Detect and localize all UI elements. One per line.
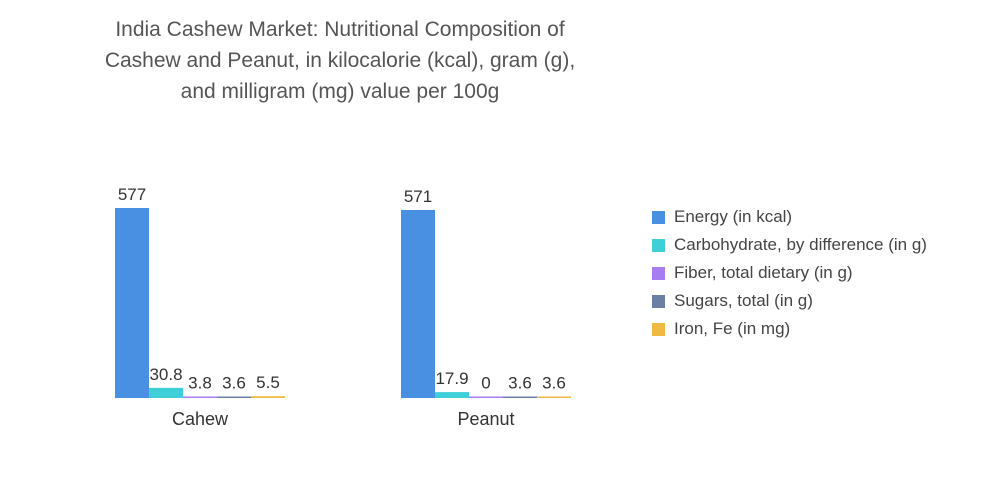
bar-cahew-sugars[interactable] <box>217 396 251 399</box>
data-label-cahew-iron: 5.5 <box>256 373 280 392</box>
bar-cahew-energy[interactable] <box>115 208 149 398</box>
data-label-cahew-carbohydrate: 30.8 <box>149 365 182 384</box>
legend-item-sugars[interactable]: Sugars, total (in g) <box>652 287 927 315</box>
x-tick-label-peanut: Peanut <box>457 409 514 429</box>
data-label-peanut-carbohydrate: 17.9 <box>435 369 468 388</box>
data-label-cahew-fiber: 3.8 <box>188 374 212 393</box>
bar-chart: 577 30.8 3.8 3.6 5.5 Cahew 571 17.9 0 3.6 3.6 Peanu… <box>115 185 571 429</box>
data-label-peanut-fiber: 0 <box>481 374 490 393</box>
bar-peanut-iron[interactable] <box>537 396 571 399</box>
chart-title: India Cashew Market: Nutritional Composi… <box>40 14 640 107</box>
x-tick-label-cahew: Cahew <box>172 409 229 429</box>
legend-swatch-fiber <box>652 266 665 280</box>
data-label-peanut-iron: 3.6 <box>542 374 566 393</box>
bar-peanut-carbohydrate[interactable] <box>435 392 469 398</box>
legend-label-energy: Energy (in kcal) <box>674 207 793 226</box>
legend-swatch-iron <box>652 322 665 336</box>
data-label-cahew-sugars: 3.6 <box>222 374 246 393</box>
legend-label-carbohydrate: Carbohydrate, by difference (in g) <box>674 235 927 254</box>
bar-cahew-fiber[interactable] <box>183 396 217 399</box>
bar-peanut-sugars[interactable] <box>503 396 537 399</box>
legend-item-iron[interactable]: Iron, Fe (in mg) <box>652 315 927 343</box>
legend-item-energy[interactable]: Energy (in kcal) <box>652 203 927 231</box>
data-label-peanut-sugars: 3.6 <box>508 374 532 393</box>
chart-title-line-2: Cashew and Peanut, in kilocalorie (kcal)… <box>104 49 576 72</box>
legend-label-fiber: Fiber, total dietary (in g) <box>674 263 853 282</box>
legend-label-iron: Iron, Fe (in mg) <box>674 319 791 338</box>
legend-label-sugars: Sugars, total (in g) <box>674 291 813 310</box>
chart-title-line-3: and milligram (mg) value per 100g <box>180 80 500 103</box>
data-label-cahew-energy: 577 <box>118 185 146 204</box>
data-label-peanut-energy: 571 <box>404 187 432 206</box>
chart-legend: Energy (in kcal) Carbohydrate, by differ… <box>652 203 927 343</box>
bar-peanut-fiber[interactable] <box>469 396 503 399</box>
chart-title-line-1: India Cashew Market: Nutritional Composi… <box>115 18 565 41</box>
legend-swatch-sugars <box>652 294 665 308</box>
legend-swatch-energy <box>652 210 665 224</box>
bar-cahew-carbohydrate[interactable] <box>149 387 183 398</box>
legend-item-carbohydrate[interactable]: Carbohydrate, by difference (in g) <box>652 231 927 259</box>
bar-peanut-energy[interactable] <box>401 209 435 398</box>
bar-cahew-iron[interactable] <box>251 396 285 398</box>
legend-swatch-carbohydrate <box>652 238 665 252</box>
legend-item-fiber[interactable]: Fiber, total dietary (in g) <box>652 259 927 287</box>
